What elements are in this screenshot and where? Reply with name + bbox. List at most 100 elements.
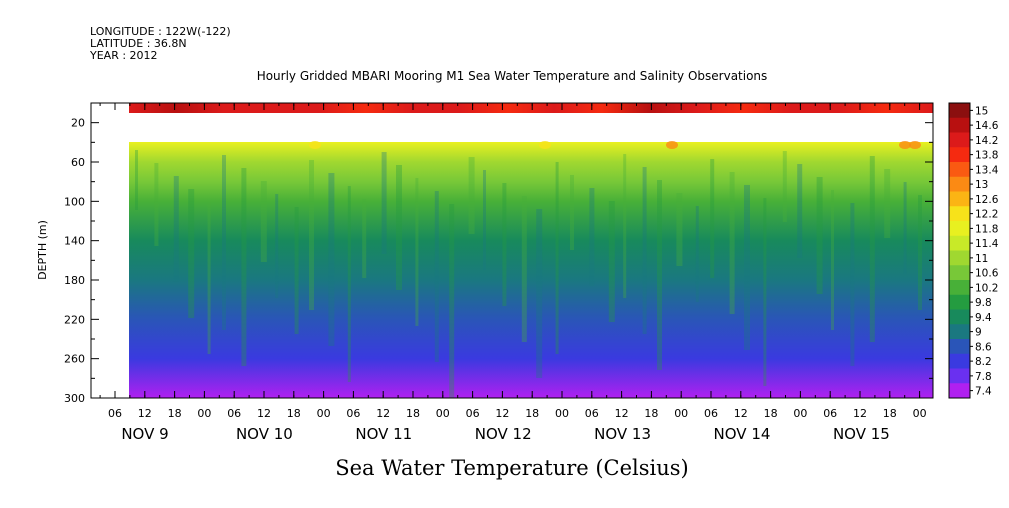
colorbar-label: 11.8: [975, 223, 998, 235]
colorbar-label: 9.8: [975, 297, 992, 309]
header-info: LONGITUDE : 122W(-122) LATITUDE : 36.8N …: [89, 25, 767, 83]
colorbar-swatch: [949, 103, 970, 119]
colorbar-swatch: [949, 191, 970, 207]
temperature-streak: [536, 209, 543, 378]
temperature-streak: [903, 182, 907, 274]
colorbar-label: 10.6: [975, 268, 999, 280]
temperature-streak: [710, 159, 715, 278]
x-tick-label: 12: [138, 407, 152, 420]
x-tick-label: 00: [555, 407, 569, 420]
temperature-streak: [884, 169, 891, 238]
x-tick-label: 12: [495, 407, 509, 420]
temperature-streak: [763, 198, 767, 386]
temperature-streak: [676, 193, 683, 266]
temperature-streak: [294, 207, 299, 334]
temperature-streak: [483, 170, 486, 270]
colorbar-swatch: [949, 235, 970, 251]
x-day-label: NOV 15: [833, 425, 890, 443]
x-tick-label: 06: [585, 407, 599, 420]
x-tick-label: 18: [764, 407, 778, 420]
x-tick-label: 06: [227, 407, 241, 420]
x-tick-label: 06: [108, 407, 122, 420]
warm-spot: [666, 141, 678, 149]
x-day-label: NOV 14: [714, 425, 771, 443]
temperature-streak: [797, 164, 803, 258]
temperature-streak: [608, 201, 615, 322]
colorbar-label: 12.6: [975, 194, 999, 206]
temperature-streak: [396, 165, 402, 290]
colorbar-frame: [948, 102, 971, 399]
temperature-streak: [309, 160, 314, 310]
x-tick-label: 18: [168, 407, 182, 420]
colorbar-label: 13.8: [975, 150, 998, 162]
x-tick-label: 18: [644, 407, 658, 420]
colorbar-swatch: [949, 353, 970, 369]
colorbar-swatch: [949, 294, 970, 310]
latitude-label: LATITUDE : 36.8N: [90, 37, 187, 50]
colorbar-swatch: [949, 132, 970, 148]
colorbar-swatch: [949, 383, 970, 399]
x-day-label: NOV 11: [355, 425, 412, 443]
x-tick-label: 12: [615, 407, 629, 420]
colorbar-swatch: [949, 206, 970, 222]
x-day-label: NOV 10: [236, 425, 293, 443]
colorbar-label: 14.6: [975, 120, 999, 132]
longitude-label: LONGITUDE : 122W(-122): [90, 25, 231, 38]
colorbar-label: 11: [975, 253, 988, 265]
colorbar-swatch: [949, 368, 970, 384]
x-tick-label: 18: [406, 407, 420, 420]
colorbar-label: 8.2: [975, 356, 992, 368]
chart-title: Hourly Gridded MBARI Mooring M1 Sea Wate…: [257, 69, 768, 83]
y-tick-label: 180: [64, 274, 85, 287]
x-tick-label: 06: [704, 407, 718, 420]
x-tick-label: 12: [853, 407, 867, 420]
colorbar-label: 9.4: [975, 312, 992, 324]
colorbar-swatch: [949, 147, 970, 163]
x-tick-label: 18: [525, 407, 539, 420]
x-tick-label: 06: [346, 407, 360, 420]
temperature-streak: [570, 175, 574, 250]
temperature-streak: [275, 194, 279, 298]
temperature-streak: [449, 204, 455, 398]
warm-spot: [909, 141, 921, 149]
temperature-streak: [744, 185, 750, 350]
temperature-streak: [589, 188, 595, 286]
warm-spot: [539, 141, 551, 149]
temperature-streak: [502, 183, 507, 306]
x-tick-label: 00: [317, 407, 331, 420]
y-axis: DEPTH (m) 20 60 100 140 180 220 260 300: [36, 102, 933, 405]
y-tick-label: 100: [64, 195, 85, 208]
temperature-streak: [555, 162, 559, 354]
y-tick-label: 20: [71, 117, 85, 130]
temperature-streak: [623, 154, 627, 298]
year-label: YEAR : 2012: [89, 49, 158, 62]
colorbar-label: 10.2: [975, 282, 998, 294]
colorbar-swatch: [949, 280, 970, 296]
temperature-streak: [434, 191, 439, 362]
warm-spot: [899, 141, 911, 149]
plot-area: [90, 102, 934, 399]
temperature-streak: [831, 190, 834, 330]
temperature-streak: [468, 157, 475, 234]
temperature-streaks: [135, 141, 922, 398]
temperature-streak: [241, 168, 247, 366]
y-tick-label: 260: [64, 353, 85, 366]
plot-frame: [90, 102, 934, 399]
x-tick-label: 12: [376, 407, 390, 420]
temperature-streak: [381, 152, 387, 254]
colorbar-swatch: [949, 309, 970, 325]
x-day-label: NOV 12: [475, 425, 532, 443]
colorbar: 15 14.6 14.2 13.8 13.4 13 12.6 12.2 11.8 11.4 11 10…: [948, 102, 999, 399]
x-tick-label: 06: [823, 407, 837, 420]
x-tick-label: 00: [913, 407, 927, 420]
colorbar-label: 7.4: [975, 386, 992, 398]
temperature-streak: [816, 177, 823, 294]
temperature-streak: [642, 167, 647, 334]
warm-spot: [309, 141, 321, 149]
temperature-streak: [222, 155, 226, 330]
colorbar-label: 14.2: [975, 135, 998, 147]
y-tick-label: 220: [64, 313, 85, 326]
temperature-streak: [260, 181, 267, 262]
colorbar-label: 7.8: [975, 371, 992, 383]
